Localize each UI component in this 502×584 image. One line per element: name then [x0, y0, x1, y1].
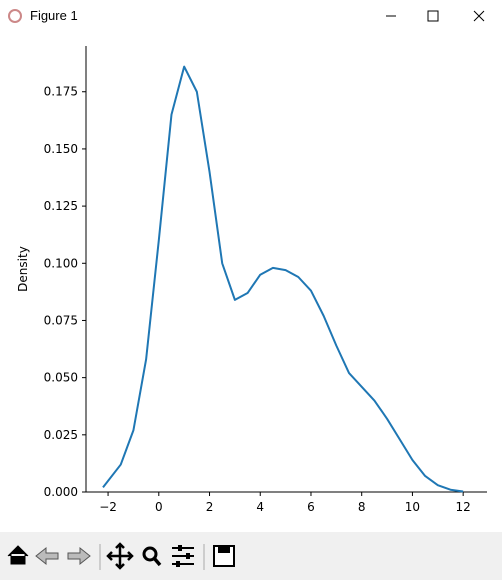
x-tick-label: 12: [456, 500, 471, 514]
y-tick-label: 0.150: [44, 142, 78, 156]
x-tick-label: 6: [307, 500, 315, 514]
close-button[interactable]: [473, 10, 485, 22]
y-tick-label: 0.175: [44, 85, 78, 99]
x-tick-label: 4: [256, 500, 264, 514]
window-controls: [8, 9, 485, 23]
forward-button[interactable]: [67, 546, 91, 566]
zoom-handle: [152, 556, 162, 567]
window-title: Figure 1: [30, 8, 78, 23]
zoom-button[interactable]: [142, 546, 158, 562]
x-tick-label: 2: [206, 500, 214, 514]
configure-button[interactable]: [172, 547, 194, 565]
x-tick-label: 8: [358, 500, 366, 514]
back-button[interactable]: [35, 546, 59, 566]
y-tick-label: 0.075: [44, 313, 78, 327]
slider: [178, 545, 182, 551]
y-tick-label: 0.100: [44, 256, 78, 270]
app-icon: [8, 9, 22, 23]
pan-button[interactable]: [106, 542, 134, 570]
toolbar-icons: [7, 542, 235, 570]
y-tick-label: 0.025: [44, 428, 78, 442]
y-tick-label: 0.125: [44, 199, 78, 213]
home-button[interactable]: [7, 545, 29, 565]
title-bar: Figure 1: [0, 0, 502, 32]
toolbar: [0, 532, 502, 580]
y-tick-label: 0.050: [44, 371, 78, 385]
x-tick-label: 0: [155, 500, 163, 514]
y-tick-label: 0.000: [44, 485, 78, 499]
x-tick-label: 10: [405, 500, 420, 514]
save-icon-part: [218, 546, 230, 553]
x-tick-label: −2: [99, 500, 117, 514]
slider: [176, 561, 180, 567]
chart: 0.000 0.025 0.050 0.075 0.100 0.125 0.150 0.175…: [16, 46, 487, 514]
slider: [186, 553, 190, 559]
y-axis-label: Density: [16, 246, 30, 292]
maximize-button[interactable]: [427, 10, 439, 22]
kde-line: [102, 65, 464, 493]
